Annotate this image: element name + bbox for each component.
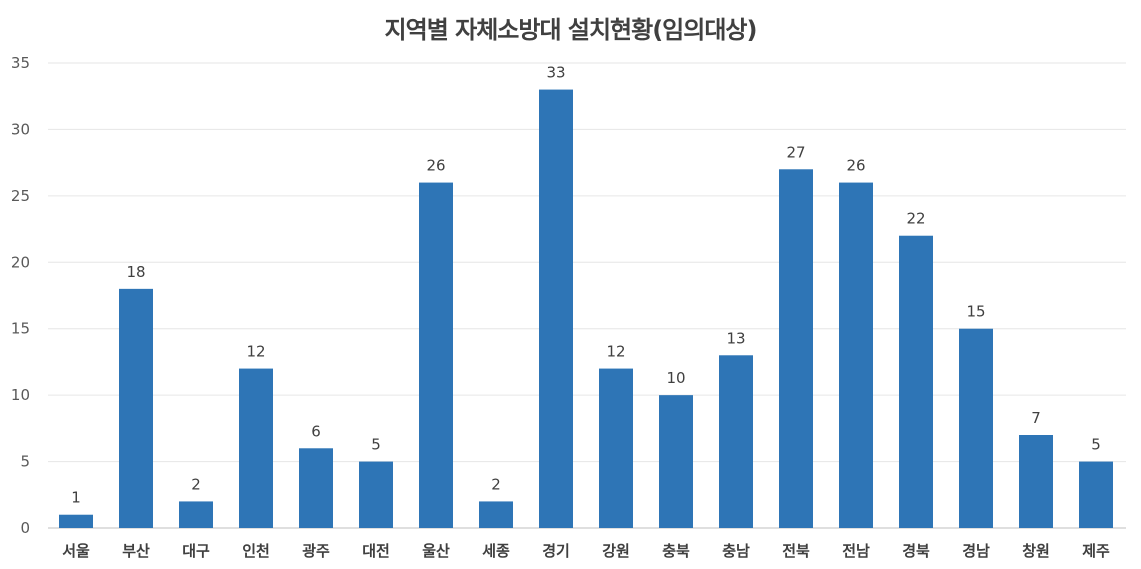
x-tick-label-13: 전북 [782,542,810,560]
y-tick-label-0: 0 [20,519,30,537]
bar-9 [539,89,573,529]
x-tick-label-6: 대전 [362,542,390,560]
bar-13 [779,169,813,529]
bar-7 [419,182,453,529]
x-tick-label-16: 경남 [962,542,990,560]
data-label-6: 5 [371,436,381,454]
data-label-17: 7 [1031,409,1041,427]
data-label-15: 22 [906,210,925,228]
bar-11 [659,395,693,528]
x-tick-label-8: 세종 [482,542,510,560]
y-tick-label-15: 15 [11,320,30,338]
y-tick-label-35: 35 [11,54,30,72]
y-tick-label-20: 20 [11,253,30,271]
data-label-10: 12 [606,343,625,361]
x-tick-label-17: 창원 [1022,542,1050,560]
x-tick-label-1: 서울 [62,542,90,560]
x-tick-label-14: 전남 [842,542,870,560]
x-tick-label-12: 충남 [722,542,750,560]
data-label-1: 1 [71,489,81,507]
data-label-8: 2 [491,475,501,493]
x-tick-label-18: 제주 [1082,542,1110,560]
bar-2 [119,288,153,528]
x-tick-label-9: 경기 [542,542,570,560]
y-tick-label-30: 30 [11,120,30,138]
bar-3 [179,501,213,528]
bar-16 [959,328,993,528]
data-label-14: 26 [846,157,865,175]
data-label-4: 12 [246,343,265,361]
bar-1 [59,514,93,528]
bar-15 [899,235,933,528]
x-tick-label-10: 강원 [602,542,630,560]
bar-12 [719,355,753,528]
bar-18 [1079,461,1113,528]
bar-10 [599,368,633,528]
x-tick-label-3: 대구 [182,542,210,560]
y-tick-label-25: 25 [11,187,30,205]
data-label-7: 26 [426,157,445,175]
chart-title: 지역별 자체소방대 설치현황(임의대상) [384,16,758,44]
data-label-3: 2 [191,475,201,493]
x-tick-label-2: 부산 [122,542,150,560]
y-tick-label-10: 10 [11,386,30,404]
x-tick-label-11: 충북 [662,542,690,560]
x-tick-label-15: 경북 [902,542,930,560]
bar-6 [359,461,393,528]
data-label-9: 33 [546,64,565,82]
x-tick-label-4: 인천 [242,542,270,560]
bar-4 [239,368,273,528]
data-label-16: 15 [966,303,985,321]
data-label-11: 10 [666,369,685,387]
x-tick-label-5: 광주 [302,542,330,560]
data-label-2: 18 [126,263,145,281]
bar-17 [1019,435,1053,528]
data-label-5: 6 [311,422,321,440]
bar-5 [299,448,333,528]
data-label-13: 27 [786,143,805,161]
x-tick-label-7: 울산 [422,542,450,560]
bar-8 [479,501,513,528]
y-tick-label-5: 5 [20,453,30,471]
data-label-18: 5 [1091,436,1101,454]
bar-14 [839,182,873,529]
data-label-12: 13 [726,329,745,347]
